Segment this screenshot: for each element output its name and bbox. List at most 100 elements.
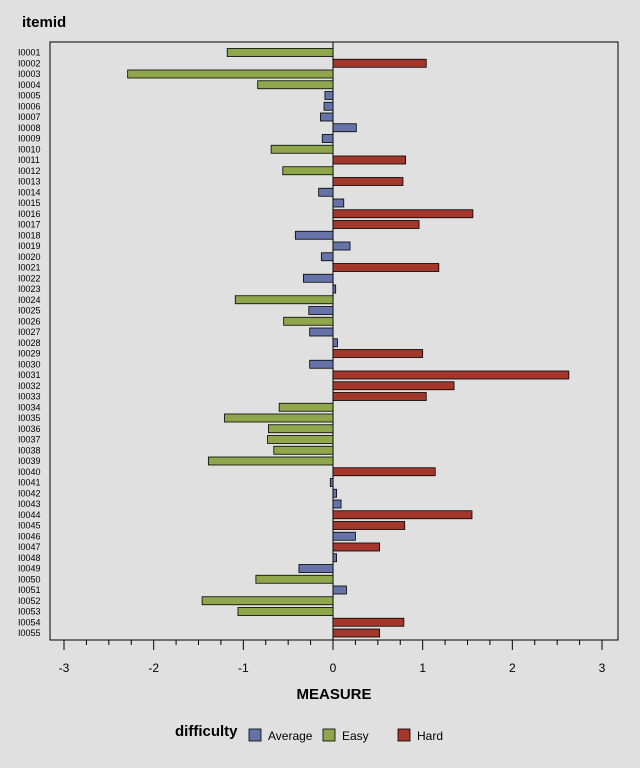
bar-i0017	[332, 220, 420, 229]
bar-i0041	[329, 478, 334, 487]
category-label: I0019	[18, 241, 41, 251]
bar-i0040	[332, 467, 436, 477]
category-label: I0014	[18, 187, 41, 197]
legend-swatch-easy	[322, 728, 336, 742]
bar-i0034	[278, 402, 334, 412]
bar-i0035	[224, 413, 334, 423]
category-label: I0018	[18, 230, 41, 240]
category-label: I0009	[18, 134, 41, 144]
category-label: I0008	[18, 123, 41, 133]
x-tick-label: -2	[148, 661, 159, 675]
bars-group	[127, 48, 570, 638]
bar-i0020	[320, 252, 334, 262]
bar-i0001	[226, 48, 334, 57]
bar-i0015	[332, 198, 345, 208]
bar-i0028	[332, 338, 338, 348]
bar-i0037	[267, 435, 334, 444]
bar-i0025	[308, 306, 334, 315]
bar-i0021	[332, 263, 440, 272]
bar-i0054	[332, 617, 405, 627]
category-label: I0013	[18, 177, 41, 187]
category-label: I0022	[18, 273, 41, 283]
legend-title: difficulty	[175, 723, 238, 740]
bar-i0051	[332, 585, 347, 595]
legend-swatch-hard	[397, 728, 411, 742]
category-label: I0043	[18, 499, 41, 509]
category-label: I0033	[18, 392, 41, 402]
category-label: I0005	[18, 91, 41, 101]
bar-i0050	[255, 574, 334, 584]
category-label: I0044	[18, 510, 41, 520]
category-label: I0032	[18, 381, 41, 391]
bar-i0046	[332, 531, 356, 541]
bar-i0019	[332, 241, 351, 251]
category-label: I0006	[18, 101, 41, 111]
category-label: I0055	[18, 628, 41, 638]
bar-i0011	[332, 155, 407, 165]
category-label: I0002	[18, 58, 41, 68]
bar-i0031	[332, 370, 570, 380]
bar-i0022	[303, 273, 334, 283]
bar-i0032	[332, 381, 455, 391]
bar-i0002	[332, 58, 427, 68]
bar-i0048	[332, 553, 337, 563]
bar-i0036	[268, 424, 334, 434]
category-label: I0029	[18, 349, 41, 359]
legend-swatch-average	[248, 728, 262, 742]
bar-i0047	[332, 542, 381, 552]
bar-i0033	[332, 392, 427, 401]
category-label: I0001	[18, 48, 41, 58]
category-label: I0024	[18, 295, 41, 305]
category-label: I0039	[18, 456, 41, 466]
x-axis-title: MEASURE	[296, 686, 371, 703]
bar-i0009	[321, 134, 334, 143]
x-axis-ticks-group: -3 -2 -1 0 1 2 3	[59, 640, 606, 675]
x-tick-label: 1	[419, 661, 426, 675]
bar-i0052	[201, 596, 334, 606]
category-label: I0023	[18, 284, 41, 294]
category-label: I0035	[18, 413, 41, 423]
x-tick-label: -3	[59, 661, 70, 675]
plot-area-frame	[49, 41, 619, 641]
category-label: I0011	[18, 155, 40, 165]
category-label: I0045	[18, 521, 41, 531]
legend-label-hard: Hard	[417, 729, 443, 743]
legend-label-average: Average	[268, 729, 313, 743]
category-label: I0046	[18, 531, 41, 541]
bar-i0027	[309, 327, 334, 337]
category-label: I0007	[18, 112, 41, 122]
category-label: I0048	[18, 553, 41, 563]
category-label: I0028	[18, 338, 41, 348]
category-label: I0038	[18, 445, 41, 455]
category-label: I0040	[18, 467, 41, 477]
category-labels-group: I0001I0002I0003I0004I0005I0006I0007I0008…	[18, 48, 41, 639]
category-label: I0021	[18, 263, 41, 273]
bar-i0007	[320, 112, 334, 122]
bar-i0024	[234, 295, 334, 305]
category-label: I0012	[18, 166, 41, 176]
category-label: I0051	[18, 585, 41, 595]
category-label: I0020	[18, 252, 41, 262]
bar-i0038	[273, 445, 334, 455]
category-label: I0034	[18, 402, 41, 412]
bar-i0042	[332, 488, 337, 498]
x-tick-label: 3	[599, 661, 606, 675]
y-axis-title: itemid	[22, 14, 66, 31]
bar-i0049	[298, 564, 334, 573]
category-label: I0036	[18, 424, 41, 434]
bar-i0014	[318, 187, 334, 197]
legend: difficulty Average Easy Hard	[175, 723, 443, 743]
bar-i0013	[332, 177, 404, 186]
category-label: I0053	[18, 607, 41, 617]
bar-i0010	[270, 144, 334, 154]
bar-i0018	[294, 230, 334, 240]
category-label: I0037	[18, 435, 41, 445]
bar-i0053	[237, 607, 334, 616]
x-tick-label: -1	[238, 661, 249, 675]
category-label: I0054	[18, 617, 41, 627]
category-label: I0030	[18, 359, 41, 369]
bar-i0003	[127, 69, 334, 79]
category-label: I0017	[18, 220, 41, 230]
bar-i0043	[332, 499, 342, 509]
